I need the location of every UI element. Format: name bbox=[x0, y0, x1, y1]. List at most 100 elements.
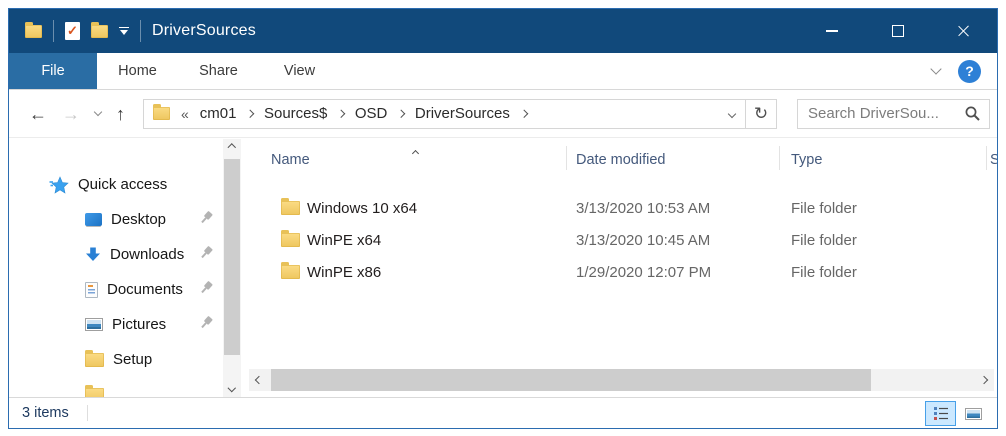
column-header-name[interactable]: Name bbox=[271, 152, 310, 168]
address-bar[interactable]: « cm01 Sources$ OSD DriverSources ↻ bbox=[143, 98, 777, 129]
search-input[interactable] bbox=[808, 105, 964, 122]
document-icon bbox=[85, 281, 98, 298]
pin-icon bbox=[196, 243, 216, 263]
close-button[interactable] bbox=[931, 9, 997, 53]
chevron-right-icon[interactable] bbox=[397, 110, 406, 118]
sidebar-item-label: Downloads bbox=[110, 246, 185, 263]
maximize-icon bbox=[892, 25, 904, 37]
minimize-icon bbox=[826, 30, 838, 32]
column-resize-handle[interactable] bbox=[566, 146, 567, 170]
file-row-windows-10-x64[interactable]: Windows 10 x64 3/13/2020 10:53 AM File f… bbox=[241, 193, 997, 225]
thumbnails-view-icon bbox=[965, 407, 982, 420]
sidebar-item-quick-access[interactable]: Quick access bbox=[9, 167, 223, 202]
sidebar-item-label: Setup bbox=[113, 351, 153, 368]
recent-locations-icon[interactable] bbox=[93, 107, 103, 117]
quick-access-toolbar: ✓ bbox=[9, 20, 141, 42]
file-row-winpe-x86[interactable]: WinPE x86 1/29/2020 12:07 PM File folder bbox=[241, 257, 997, 289]
scroll-left-icon[interactable] bbox=[249, 369, 269, 391]
maximize-button[interactable] bbox=[865, 9, 931, 53]
title-bar: ✓ DriverSources bbox=[9, 9, 997, 53]
column-header-date-modified[interactable]: Date modified bbox=[576, 152, 666, 168]
address-separator bbox=[745, 99, 746, 128]
downloads-arrow-icon bbox=[86, 247, 100, 261]
breadcrumb-item-osd[interactable]: OSD bbox=[354, 105, 388, 122]
pin-icon bbox=[196, 208, 216, 228]
breadcrumb-item-sources[interactable]: Sources$ bbox=[263, 105, 328, 122]
scrollbar-thumb[interactable] bbox=[271, 369, 871, 391]
desktop-icon bbox=[85, 213, 102, 226]
file-date-modified: 3/13/2020 10:53 AM bbox=[576, 200, 711, 217]
content-area: Quick access Desktop Downloads Documents bbox=[9, 139, 997, 397]
expand-ribbon-icon[interactable] bbox=[930, 63, 942, 75]
up-button[interactable]: ↑ bbox=[116, 103, 125, 124]
ribbon-right-controls: ? bbox=[930, 53, 981, 89]
details-view-button[interactable] bbox=[925, 401, 956, 426]
tab-file[interactable]: File bbox=[9, 53, 97, 89]
chevron-right-icon[interactable] bbox=[337, 110, 345, 118]
sidebar-scrollbar[interactable] bbox=[223, 139, 241, 397]
thumbnails-view-button[interactable] bbox=[958, 401, 989, 426]
sidebar-item-pictures[interactable]: Pictures bbox=[9, 307, 223, 342]
sidebar-item-label: Documents bbox=[107, 281, 183, 298]
search-icon bbox=[965, 106, 980, 121]
scrollbar-track[interactable] bbox=[269, 369, 974, 391]
column-resize-handle[interactable] bbox=[779, 146, 780, 170]
folder-icon bbox=[281, 198, 300, 215]
file-date-modified: 1/29/2020 12:07 PM bbox=[576, 264, 712, 281]
forward-button[interactable]: → bbox=[62, 103, 80, 124]
column-header-size[interactable]: Size bbox=[990, 152, 997, 168]
sidebar-item-downloads[interactable]: Downloads bbox=[9, 237, 223, 272]
scroll-down-icon[interactable] bbox=[223, 379, 241, 397]
breadcrumb-item-driversources[interactable]: DriverSources bbox=[414, 105, 510, 122]
items-count: 3 items bbox=[22, 405, 69, 421]
scroll-up-icon[interactable] bbox=[223, 139, 241, 157]
navigation-pane: Quick access Desktop Downloads Documents bbox=[9, 139, 223, 397]
folder-icon bbox=[85, 349, 104, 367]
sidebar-item-label: Pictures bbox=[112, 316, 167, 333]
folder-icon bbox=[281, 262, 300, 279]
help-button[interactable]: ? bbox=[958, 59, 981, 83]
sort-ascending-icon[interactable] bbox=[411, 143, 420, 161]
ribbon-tab-bar: File Home Share View ? bbox=[9, 53, 997, 90]
breadcrumb-overflow-icon[interactable]: « bbox=[181, 105, 189, 122]
scroll-right-icon[interactable] bbox=[974, 369, 994, 391]
address-dropdown-button[interactable] bbox=[719, 100, 745, 128]
sidebar-item-documents[interactable]: Documents bbox=[9, 272, 223, 307]
breadcrumb-item-cm01[interactable]: cm01 bbox=[199, 105, 237, 122]
file-name[interactable]: WinPE x86 bbox=[307, 264, 382, 281]
breadcrumb: « cm01 Sources$ OSD DriverSources bbox=[144, 100, 719, 128]
toolbar-separator bbox=[53, 20, 54, 42]
quick-access-star-icon bbox=[49, 175, 69, 194]
customize-toolbar-dropdown-icon[interactable] bbox=[119, 26, 129, 36]
column-resize-handle[interactable] bbox=[986, 146, 987, 170]
window-title: DriverSources bbox=[152, 22, 256, 39]
close-icon bbox=[957, 24, 971, 38]
view-toggle-buttons bbox=[925, 401, 989, 426]
explorer-window: ✓ DriverSources File Home Share View ? ←… bbox=[8, 8, 998, 429]
file-name[interactable]: WinPE x64 bbox=[307, 232, 382, 249]
tab-share[interactable]: Share bbox=[199, 63, 238, 79]
search-box[interactable] bbox=[797, 98, 990, 129]
chevron-right-icon[interactable] bbox=[246, 110, 255, 118]
file-type: File folder bbox=[791, 264, 857, 281]
status-separator bbox=[86, 405, 88, 421]
tab-view[interactable]: View bbox=[283, 63, 316, 79]
scrollbar-thumb[interactable] bbox=[224, 159, 240, 355]
sidebar-item-desktop[interactable]: Desktop bbox=[9, 202, 223, 237]
column-header-type[interactable]: Type bbox=[791, 152, 823, 168]
back-button[interactable]: ← bbox=[29, 103, 47, 124]
sidebar-item-partial[interactable] bbox=[9, 377, 223, 397]
properties-check-icon[interactable]: ✓ bbox=[65, 22, 80, 40]
file-row-winpe-x64[interactable]: WinPE x64 3/13/2020 10:45 AM File folder bbox=[241, 225, 997, 257]
tab-home[interactable]: Home bbox=[118, 63, 157, 79]
navigation-toolbar: ← → ↑ « cm01 Sources$ OSD DriverSources … bbox=[9, 90, 997, 138]
sidebar-item-label: Desktop bbox=[111, 211, 167, 228]
refresh-button[interactable]: ↻ bbox=[753, 103, 769, 123]
minimize-button[interactable] bbox=[799, 9, 865, 53]
sidebar-item-setup[interactable]: Setup bbox=[9, 342, 223, 377]
chevron-right-icon[interactable] bbox=[519, 110, 528, 118]
file-name[interactable]: Windows 10 x64 bbox=[307, 200, 418, 217]
file-type: File folder bbox=[791, 232, 857, 249]
new-folder-icon[interactable] bbox=[91, 21, 108, 38]
horizontal-scrollbar[interactable] bbox=[249, 369, 994, 391]
